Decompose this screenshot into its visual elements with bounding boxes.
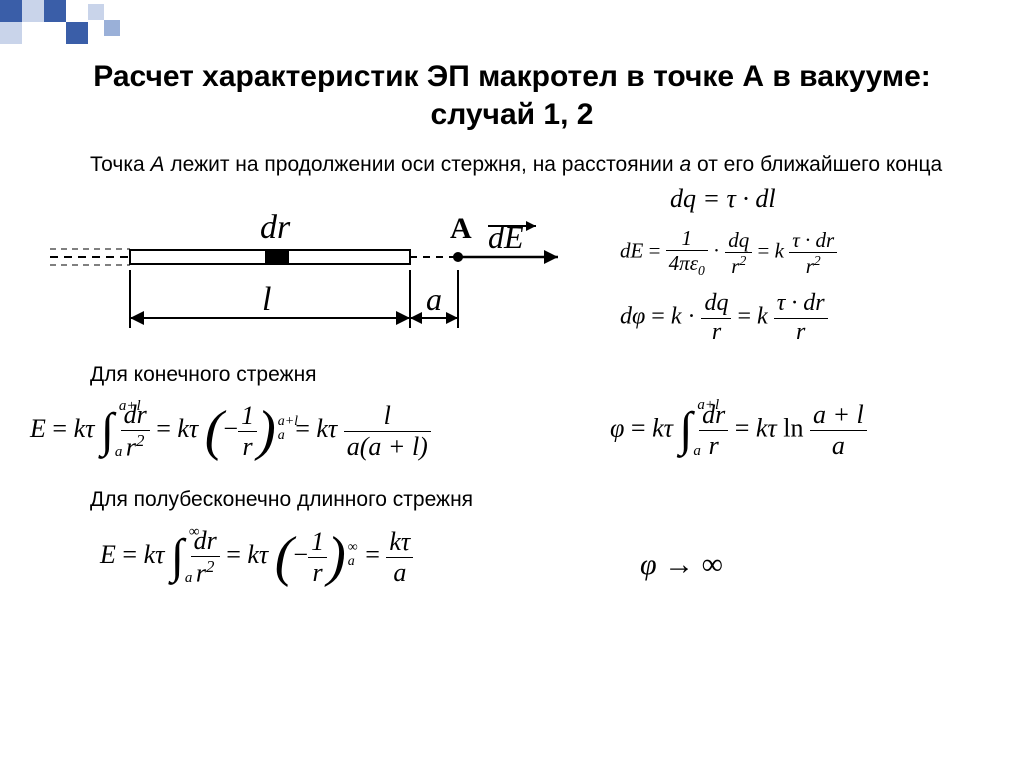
diagram-label-a: a (426, 281, 442, 317)
diagram-label-dE: dE (488, 219, 524, 255)
slide-corner-decoration (0, 0, 140, 50)
formula-phi-finite: φ = kτ a+l ∫ a drr = kτ ln a + la (610, 400, 867, 461)
slide-title: Расчет характеристик ЭП макротел в точке… (0, 0, 1024, 143)
slide-subtitle: Точка А лежит на продолжении оси стержня… (0, 143, 1024, 178)
formula-E-finite: E = kτ a+l ∫ a drr2 = kτ (−1r)a+la = kτ … (30, 400, 431, 462)
caption-semiinfinite-rod: Для полубесконечно длинного стрежня (90, 488, 473, 512)
slide-content: dr A dE l a dq = τ · dl dE = 14πε0 · dqr… (0, 178, 1024, 738)
formula-dq: dq = τ · dl (670, 184, 776, 214)
rod-diagram: dr A dE l a (50, 198, 570, 358)
formula-E-semiinfinite: E = kτ ∞ ∫ a drr2 = kτ (−1r)∞a = kτa (100, 526, 413, 588)
caption-finite-rod: Для конечного стрежня (90, 363, 317, 387)
formula-phi-semiinfinite: φ → ∞ (640, 548, 723, 582)
formula-dphi: dφ = k · dqr = k τ · drr (620, 290, 828, 346)
diagram-label-A: A (450, 212, 472, 245)
formula-dE: dE = 14πε0 · dqr2 = k τ · drr2 (620, 226, 837, 279)
diagram-label-l: l (262, 281, 271, 318)
diagram-label-dr: dr (260, 209, 291, 246)
